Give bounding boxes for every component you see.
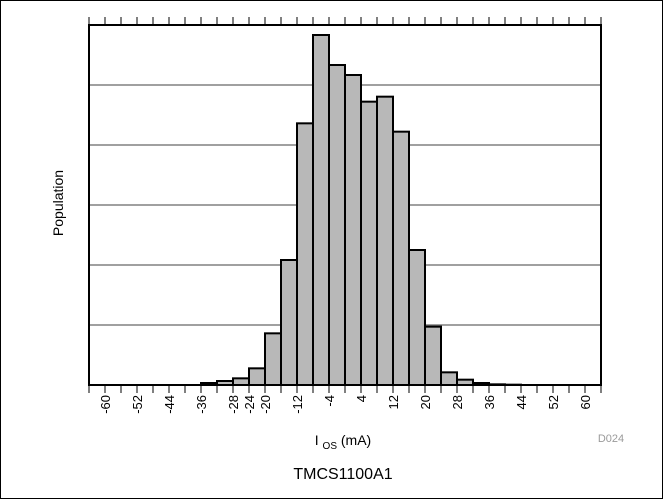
figure-code-label: D024 bbox=[598, 433, 624, 445]
x-axis-title-main: I bbox=[315, 432, 319, 448]
x-tick-label: 36 bbox=[482, 395, 497, 409]
x-tick-label: -60 bbox=[98, 395, 113, 414]
x-tick-label: -28 bbox=[226, 395, 241, 414]
histogram-bar bbox=[281, 260, 297, 385]
x-tick-label: -52 bbox=[130, 395, 145, 414]
histogram-bar bbox=[377, 97, 393, 385]
histogram-bar bbox=[441, 372, 457, 385]
x-tick-label: 28 bbox=[450, 395, 465, 409]
x-axis-title: I OS (mA) bbox=[315, 432, 371, 452]
chart-caption: TMCS1100A1 bbox=[293, 466, 392, 483]
histogram-bar bbox=[345, 75, 361, 385]
x-tick-label: 52 bbox=[546, 395, 561, 409]
x-axis-title-unit: (mA) bbox=[341, 432, 371, 448]
x-tick-label: -4 bbox=[322, 395, 337, 407]
histogram-bar bbox=[409, 250, 425, 385]
x-tick-label: 20 bbox=[418, 395, 433, 409]
x-tick-label: -12 bbox=[290, 395, 305, 414]
x-tick-label: -20 bbox=[258, 395, 273, 414]
histogram-bar bbox=[329, 65, 345, 385]
x-tick-label: -44 bbox=[162, 395, 177, 414]
histogram-bar bbox=[297, 123, 313, 385]
x-tick-label: 4 bbox=[354, 395, 369, 402]
x-tick-label: -24 bbox=[242, 395, 257, 414]
x-tick-label: 44 bbox=[514, 395, 529, 409]
x-tick-label: 60 bbox=[578, 395, 593, 409]
x-tick-label: -36 bbox=[194, 395, 209, 414]
x-axis-title-subscript: OS bbox=[323, 441, 338, 452]
histogram-bar bbox=[313, 35, 329, 385]
histogram-bar bbox=[361, 102, 377, 385]
histogram-bars bbox=[201, 35, 521, 385]
histogram-bar bbox=[265, 333, 281, 385]
histogram-bar bbox=[249, 368, 265, 385]
histogram-bar bbox=[425, 327, 441, 385]
histogram-bar bbox=[393, 132, 409, 385]
x-tick-label: 12 bbox=[386, 395, 401, 409]
y-axis-title: Population bbox=[50, 170, 66, 236]
